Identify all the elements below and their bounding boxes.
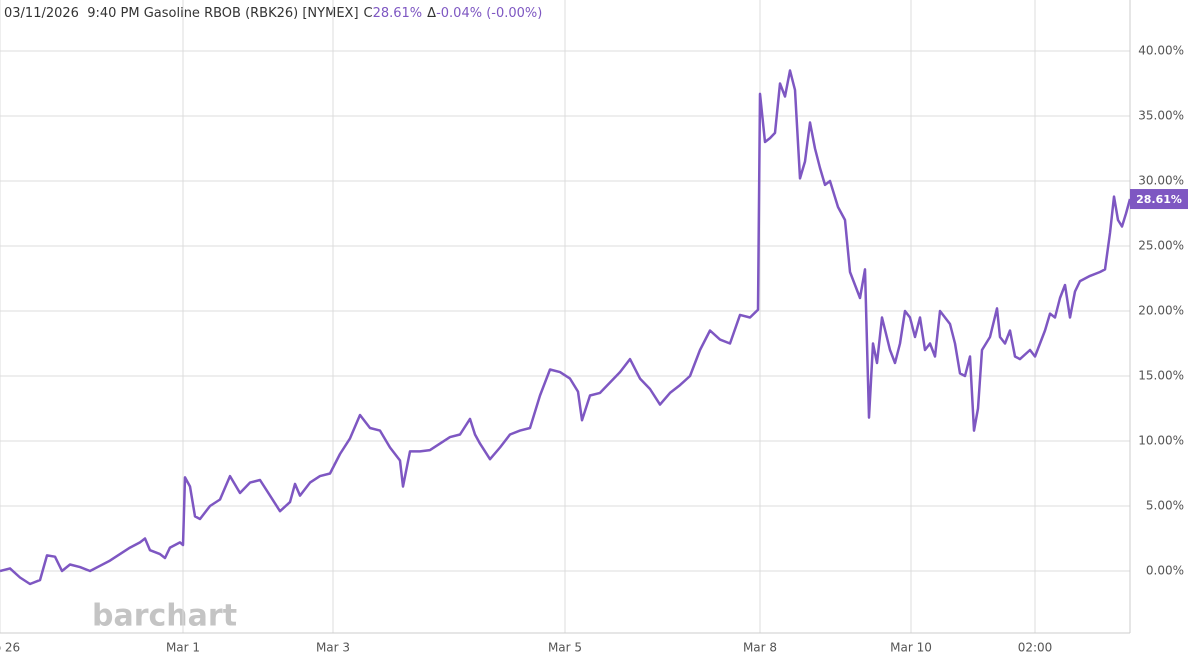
change-value: -0.04% (-0.00%) <box>436 6 542 21</box>
y-tick-label: 20.00% <box>1138 303 1184 317</box>
last-price-tag <box>1130 189 1188 210</box>
chart-title: 03/11/2026 9:40 PM Gasoline RBOB (RBK26)… <box>4 6 359 21</box>
x-tick-label: Mar 8 <box>743 641 777 655</box>
x-tick-label: Mar 3 <box>316 641 350 655</box>
last-price-label: 28.61% <box>1136 193 1182 206</box>
close-value: 28.61% <box>373 6 423 21</box>
y-tick-label: 30.00% <box>1138 173 1184 187</box>
watermark: barchart <box>92 599 237 634</box>
close-label: C <box>364 6 373 21</box>
x-tick-label: 02:00 <box>1018 641 1053 655</box>
y-tick-label: 0.00% <box>1146 563 1184 577</box>
x-tick-label: Mar 5 <box>548 641 582 655</box>
chart-header: 03/11/2026 9:40 PM Gasoline RBOB (RBK26)… <box>4 6 542 21</box>
y-tick-label: 25.00% <box>1138 238 1184 252</box>
y-tick-label: 35.00% <box>1138 108 1184 122</box>
y-tick-label: 15.00% <box>1138 368 1184 382</box>
y-tick-label: 40.00% <box>1138 43 1184 57</box>
y-tick-label: 5.00% <box>1146 498 1184 512</box>
x-tick-label: Mar 1 <box>166 641 200 655</box>
x-tick-label: Feb 26 <box>0 641 20 655</box>
x-tick-label: Mar 10 <box>890 641 932 655</box>
price-line <box>0 69 1132 586</box>
y-tick-label: 10.00% <box>1138 433 1184 447</box>
change-label: Δ <box>427 6 436 21</box>
